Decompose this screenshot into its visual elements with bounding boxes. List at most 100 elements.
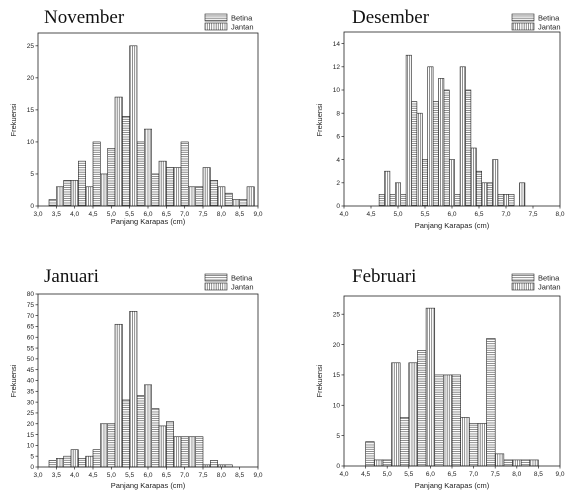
y-axis-label: Frekuensi xyxy=(9,103,18,136)
legend-label: Betina xyxy=(538,273,560,282)
x-tick-label: 4,0 xyxy=(70,211,79,218)
bar-jantan xyxy=(100,423,108,468)
bar-jantan xyxy=(56,458,64,468)
chart-title: Desember xyxy=(352,7,430,28)
y-tick-label: 40 xyxy=(27,378,35,385)
bar-jantan xyxy=(492,159,499,207)
bar-jantan xyxy=(217,186,226,207)
bar-jantan xyxy=(470,147,477,207)
bar-jantan xyxy=(391,362,401,467)
bar-betina xyxy=(421,159,428,207)
bar-jantan xyxy=(202,167,211,207)
y-tick-label: 0 xyxy=(336,203,340,210)
legend-swatch xyxy=(204,282,228,291)
y-tick-label: 15 xyxy=(27,432,35,439)
bar-betina xyxy=(122,399,130,468)
bar-betina xyxy=(48,199,57,207)
x-tick-label: 8,0 xyxy=(217,472,226,479)
bar-betina xyxy=(107,423,116,468)
legend-swatch xyxy=(204,273,228,282)
x-tick-label: 7,0 xyxy=(469,471,478,478)
x-tick-label: 6,5 xyxy=(474,211,483,218)
chart-title: November xyxy=(44,7,125,28)
bar-jantan xyxy=(173,436,182,468)
y-tick-label: 80 xyxy=(27,291,35,298)
bar-betina xyxy=(180,141,189,207)
bar-jantan xyxy=(56,186,64,207)
bar-jantan xyxy=(70,180,79,207)
x-tick-label: 8,0 xyxy=(512,471,521,478)
bar-jantan xyxy=(70,449,79,468)
y-tick-label: 45 xyxy=(27,367,35,374)
x-tick-label: 6,0 xyxy=(426,471,435,478)
bar-betina xyxy=(63,455,72,468)
bar-betina xyxy=(454,194,461,207)
bar-jantan xyxy=(129,310,138,468)
bar-betina xyxy=(151,408,160,468)
x-tick-label: 4,0 xyxy=(339,471,348,478)
legend-swatch xyxy=(511,282,535,291)
legend-label: Jantan xyxy=(231,282,254,291)
bar-betina xyxy=(508,194,515,207)
histogram-panel: November 3,0 3,5 4,0 4,5 5,0 5,5 6,0 6,5 7,0 7,5 8,… xyxy=(9,7,263,226)
legend-label: Jantan xyxy=(231,22,254,31)
bar-jantan xyxy=(85,186,94,207)
bar-betina xyxy=(78,458,86,468)
x-tick-label: 4,5 xyxy=(88,211,97,218)
y-tick-label: 5 xyxy=(30,453,34,460)
x-axis-label: Panjang Karapas (cm) xyxy=(415,481,490,490)
legend-swatch xyxy=(204,13,228,22)
bar-jantan xyxy=(129,45,138,207)
x-tick-label: 6,5 xyxy=(447,471,456,478)
y-axis-label: Frekuensi xyxy=(9,364,18,397)
x-tick-label: 8,5 xyxy=(235,472,244,479)
bar-betina xyxy=(166,167,174,207)
histogram-panel: Januari 3,0 3,5 4,0 4,5 5,0 5,5 6,0 6,5 7,0 7,5 8,0… xyxy=(9,266,263,490)
bar-betina xyxy=(382,459,392,467)
y-tick-label: 2 xyxy=(336,180,340,187)
y-tick-label: 0 xyxy=(30,203,34,210)
legend-label: Betina xyxy=(231,273,253,282)
bar-jantan xyxy=(416,112,423,207)
x-tick-label: 5,0 xyxy=(107,472,116,479)
y-tick-label: 50 xyxy=(27,356,35,363)
y-tick-label: 35 xyxy=(27,389,35,396)
x-tick-label: 4,0 xyxy=(339,211,348,218)
chart-title: Februari xyxy=(352,266,416,287)
y-tick-label: 12 xyxy=(333,64,341,71)
x-tick-label: 7,5 xyxy=(198,472,207,479)
x-tick-label: 7,5 xyxy=(198,211,207,218)
y-tick-label: 75 xyxy=(27,302,35,309)
x-tick-label: 5,5 xyxy=(404,471,413,478)
legend-swatch xyxy=(511,13,535,22)
bar-jantan xyxy=(477,423,487,467)
y-tick-label: 65 xyxy=(27,324,35,331)
bar-betina xyxy=(195,186,204,207)
bar-betina xyxy=(92,449,101,468)
y-tick-label: 20 xyxy=(333,342,341,349)
bar-jantan xyxy=(494,453,505,467)
x-tick-label: 3,5 xyxy=(52,472,61,479)
x-tick-label: 3,5 xyxy=(52,211,61,218)
bar-betina xyxy=(378,194,385,207)
bar-jantan xyxy=(232,199,240,207)
x-tick-label: 3,0 xyxy=(33,472,42,479)
bar-betina xyxy=(417,350,427,467)
x-tick-label: 4,0 xyxy=(70,472,79,479)
bar-jantan xyxy=(188,186,196,207)
x-axis-label: Panjang Karapas (cm) xyxy=(415,221,490,230)
x-tick-label: 7,5 xyxy=(491,471,500,478)
y-tick-label: 0 xyxy=(336,463,340,470)
x-tick-label: 4,5 xyxy=(88,472,97,479)
y-tick-label: 20 xyxy=(27,421,35,428)
histogram-panel: Februari 4,0 4,5 5,0 5,5 6,0 6,5 7,0 7,5 8,0 8,5 9,… xyxy=(315,266,565,490)
bar-betina xyxy=(443,89,450,207)
y-tick-label: 20 xyxy=(27,75,35,82)
y-tick-label: 25 xyxy=(333,311,341,318)
x-tick-label: 7,0 xyxy=(180,211,189,218)
bar-jantan xyxy=(384,170,391,207)
x-tick-label: 9,0 xyxy=(555,471,564,478)
y-tick-label: 15 xyxy=(27,107,35,114)
y-tick-label: 25 xyxy=(27,43,35,50)
legend-swatch xyxy=(511,273,535,282)
